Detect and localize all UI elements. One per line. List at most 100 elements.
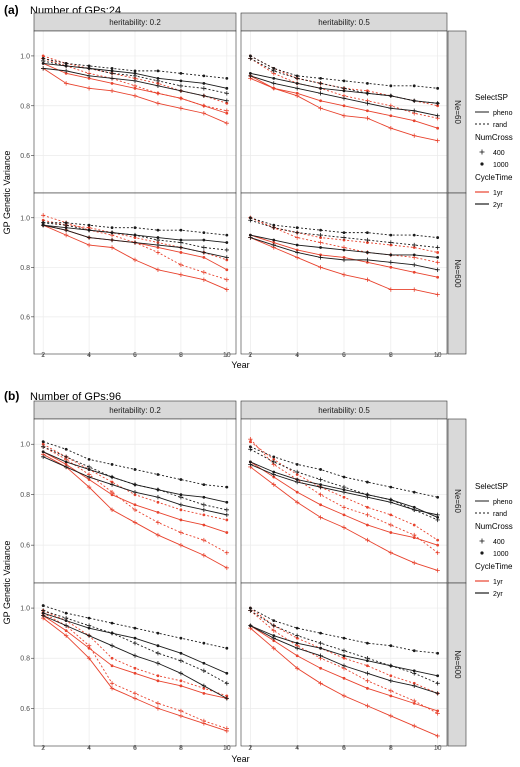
data-point [155, 532, 161, 538]
data-point [366, 480, 369, 484]
data-point [436, 275, 440, 279]
data-point [319, 468, 322, 471]
data-point [365, 671, 370, 676]
data-point [41, 440, 45, 444]
data-point [388, 93, 394, 98]
figure-title: Number of GPs:96 [30, 391, 121, 403]
data-point [40, 213, 46, 218]
data-point [342, 636, 346, 640]
figure-b: (b) Number of GPs:96 heritability: 0.2 heri… [2, 389, 513, 764]
series-line [250, 219, 438, 248]
data-point [225, 258, 229, 262]
data-point [366, 89, 369, 93]
data-point [179, 71, 183, 75]
data-point [294, 250, 300, 255]
data-point [295, 226, 299, 230]
data-point [86, 633, 92, 638]
data-point [225, 485, 229, 489]
series-line [250, 607, 438, 694]
legend-label-400: 400 [493, 539, 505, 546]
x-tick-label: 10 [223, 745, 231, 752]
data-point [86, 474, 92, 480]
data-point [366, 641, 369, 645]
data-point [319, 646, 322, 650]
row-strip-label: Ne=600 [453, 650, 462, 679]
data-point [318, 477, 323, 482]
data-point [201, 250, 207, 255]
data-point [319, 76, 322, 80]
data-point [342, 89, 346, 93]
data-point [295, 478, 299, 481]
data-point [202, 686, 206, 690]
data-point [86, 227, 92, 233]
data-point [155, 651, 161, 656]
data-point [110, 493, 114, 497]
data-point [202, 691, 206, 695]
data-point [272, 66, 276, 70]
data-point [436, 126, 440, 130]
data-point [41, 57, 45, 60]
data-point [201, 537, 207, 543]
data-point [412, 536, 416, 539]
data-point [248, 624, 252, 628]
data-point [133, 468, 137, 471]
data-point [156, 69, 160, 73]
data-point [294, 633, 300, 638]
data-point [86, 86, 92, 91]
data-point [436, 651, 440, 655]
data-point [412, 523, 416, 527]
data-point [271, 482, 276, 487]
data-point [179, 679, 183, 683]
data-point [87, 457, 91, 461]
legend-title-selectsp: SelectSP [475, 93, 508, 102]
data-point [64, 611, 68, 615]
data-point [365, 678, 370, 683]
data-point [64, 619, 68, 623]
figure-tag: (a) [4, 3, 19, 17]
data-point [225, 101, 229, 105]
data-point [318, 265, 323, 270]
data-point [319, 228, 322, 232]
data-point [412, 532, 417, 538]
data-point [365, 512, 370, 518]
data-point [295, 473, 299, 476]
data-point [412, 98, 417, 103]
data-point [435, 691, 440, 696]
data-point [201, 93, 207, 98]
data-point [202, 238, 206, 242]
data-point [342, 79, 346, 83]
data-point [64, 629, 68, 633]
data-point [201, 103, 207, 108]
x-tick-label: 10 [223, 352, 231, 359]
data-point [132, 78, 138, 84]
data-point [87, 76, 91, 80]
data-point [201, 553, 207, 558]
data-point [224, 550, 230, 555]
data-point [342, 654, 346, 658]
data-point [342, 256, 346, 259]
panel: 2 4 6 8 10 [240, 582, 448, 752]
data-point [295, 74, 299, 78]
y-tick-label: 0.6 [20, 706, 30, 713]
data-point [342, 248, 346, 252]
legend-label-pheno: pheno [493, 499, 513, 506]
data-point [319, 86, 322, 90]
data-point [318, 240, 323, 245]
data-point [341, 257, 347, 263]
data-point [155, 520, 161, 525]
data-point [178, 240, 184, 245]
data-point [388, 663, 394, 668]
data-point [341, 693, 347, 699]
data-point [436, 709, 440, 713]
data-point [109, 630, 115, 636]
data-point [224, 287, 230, 292]
data-point [248, 445, 252, 449]
data-point [156, 510, 160, 514]
data-point [319, 246, 322, 249]
panel: 0.6 0.8 1.0 2 4 6 8 10 [20, 192, 237, 359]
data-point [436, 538, 440, 542]
data-point [202, 74, 206, 78]
data-point [110, 656, 114, 660]
data-point [342, 676, 346, 680]
data-point [272, 455, 276, 459]
